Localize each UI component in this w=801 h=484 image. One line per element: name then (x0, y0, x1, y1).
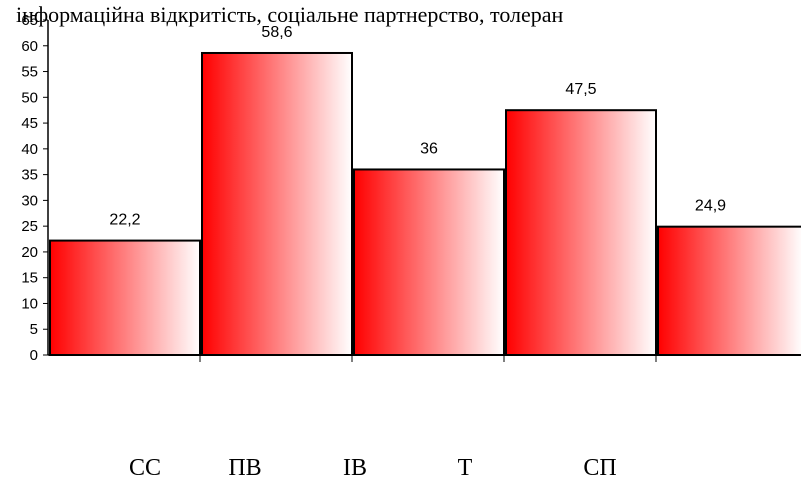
y-tick-label: 0 (30, 347, 38, 364)
data-label: 58,6 (261, 24, 292, 41)
bar (657, 225, 801, 356)
y-tick-label: 5 (30, 321, 38, 338)
bar-series: 22,2 58,6 36 47,5 24,9 (49, 24, 801, 356)
data-label: 36 (420, 140, 438, 157)
category-labels: СС ПВ ІВ Т СП (129, 455, 617, 481)
y-tick-label: 10 (21, 295, 38, 312)
x-category-label: Т (458, 455, 473, 481)
chart-title: інформаційна відкритість, соціальне парт… (16, 2, 564, 27)
bar (49, 239, 201, 356)
y-tick-label: 35 (21, 167, 38, 184)
y-tick-label: 55 (21, 64, 38, 81)
bar (201, 51, 353, 356)
y-tick-label: 30 (21, 192, 38, 209)
x-axis (48, 354, 801, 362)
bar (353, 168, 505, 356)
y-tick-label: 25 (21, 218, 38, 235)
y-tick-label: 45 (21, 115, 38, 132)
y-axis: 0 5 10 15 20 25 30 35 40 45 50 55 60 65 (21, 12, 49, 364)
y-tick-label: 50 (21, 89, 38, 106)
x-category-label: ПВ (228, 455, 261, 481)
data-label: 22,2 (109, 212, 140, 229)
data-label: 24,9 (695, 198, 726, 215)
data-label: 47,5 (565, 81, 596, 98)
x-category-label: СС (129, 455, 161, 481)
bar (505, 109, 657, 356)
y-tick-label: 15 (21, 270, 38, 287)
y-tick-label: 60 (21, 38, 38, 55)
x-category-label: ІВ (343, 455, 367, 481)
y-tick-label: 40 (21, 141, 38, 158)
x-category-label: СП (583, 455, 616, 481)
y-tick-label: 65 (21, 12, 38, 29)
y-tick-label: 20 (21, 244, 38, 261)
